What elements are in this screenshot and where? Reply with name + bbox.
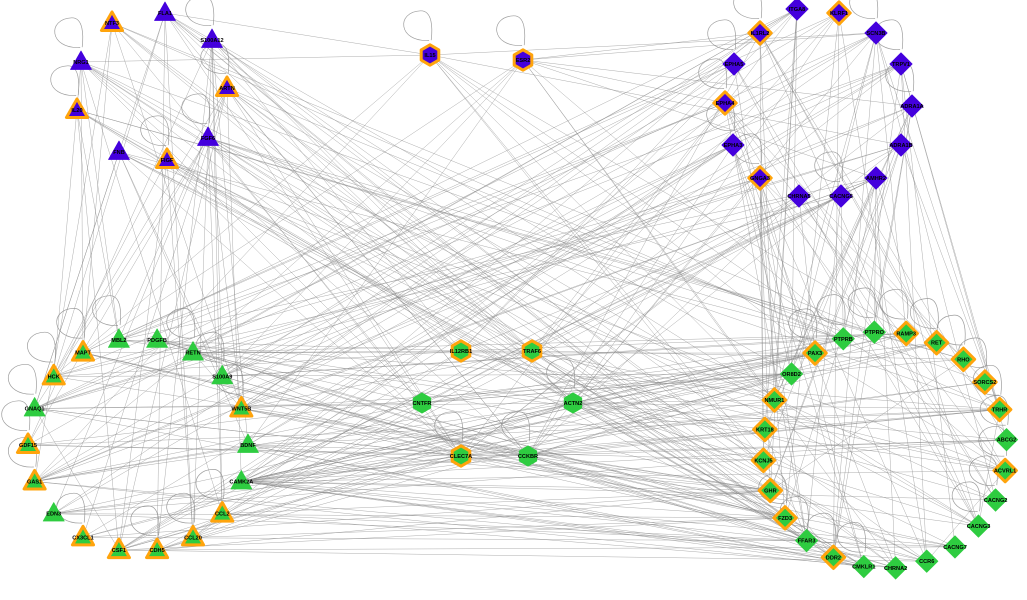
svg-text:KCNJ5: KCNJ5 [754,458,772,464]
svg-text:CLEC7A: CLEC7A [450,454,472,460]
svg-text:NRG1: NRG1 [73,60,89,66]
svg-text:EPHA3: EPHA3 [724,143,743,149]
svg-text:CACNG3: CACNG3 [967,524,991,530]
svg-text:CAMK2A: CAMK2A [229,480,253,486]
svg-text:RETN: RETN [185,351,200,357]
svg-text:ABCG2: ABCG2 [997,438,1017,444]
svg-text:IL15: IL15 [424,53,435,59]
svg-text:GNGA3: GNGA3 [750,176,770,182]
svg-text:CNTFR: CNTFR [413,401,432,407]
svg-text:NTF3: NTF3 [105,21,119,27]
svg-text:GDF15: GDF15 [19,443,37,449]
svg-text:CSF1: CSF1 [112,548,126,554]
svg-text:KLRF1: KLRF1 [830,11,848,17]
svg-text:SCN3B: SCN3B [867,31,886,37]
svg-text:EPHA4: EPHA4 [716,101,736,107]
svg-text:CACNG5: CACNG5 [829,194,853,200]
svg-text:ADRA1B: ADRA1B [889,143,912,149]
svg-text:IL20: IL20 [71,108,82,114]
svg-text:BDNF: BDNF [240,443,256,449]
svg-text:TRAF6: TRAF6 [523,349,541,355]
svg-text:MAPT: MAPT [75,351,91,357]
svg-text:EDN3: EDN3 [46,512,61,518]
svg-text:RHO: RHO [957,357,970,363]
svg-text:PTPRB: PTPRB [834,337,853,343]
svg-text:CCKBR: CCKBR [518,454,538,460]
svg-text:TRHR: TRHR [992,408,1008,414]
svg-text:PTPRO: PTPRO [865,330,885,336]
svg-text:ACVRL1: ACVRL1 [994,469,1016,475]
svg-text:ITGA8: ITGA8 [789,7,805,13]
svg-text:FNB: FNB [113,150,125,156]
svg-text:OR8D2: OR8D2 [782,372,801,378]
svg-text:IL12RB1: IL12RB1 [450,349,472,355]
svg-text:FIGF: FIGF [161,158,174,164]
svg-text:PAX3: PAX3 [808,351,822,357]
svg-text:FGF6: FGF6 [201,136,215,142]
svg-text:TRPV1: TRPV1 [892,62,910,68]
svg-text:ADRA1A: ADRA1A [900,104,923,110]
svg-text:CACNG7: CACNG7 [943,545,967,551]
svg-text:RAMP3: RAMP3 [896,332,916,338]
svg-text:CDH5: CDH5 [149,548,164,554]
svg-text:DDR2: DDR2 [826,555,841,561]
svg-text:MBL2: MBL2 [111,338,126,344]
svg-text:AMHR2: AMHR2 [866,176,886,182]
svg-text:ARTN: ARTN [219,86,235,92]
svg-text:HCK: HCK [48,374,60,380]
svg-text:GAS1: GAS1 [27,480,42,486]
svg-text:CHRNA5: CHRNA5 [787,194,810,200]
svg-text:S100A12: S100A12 [200,38,223,44]
svg-text:EPHA5: EPHA5 [725,62,744,68]
svg-text:CCL2: CCL2 [215,512,230,518]
svg-text:RET: RET [931,341,943,347]
svg-text:CACNG2: CACNG2 [984,498,1008,504]
svg-text:NMUR1: NMUR1 [764,398,784,404]
svg-text:PDGFB: PDGFB [147,338,167,344]
svg-text:CCR6: CCR6 [919,559,934,565]
svg-text:KRT18: KRT18 [756,428,774,434]
svg-text:S100A9: S100A9 [212,374,232,380]
svg-text:IL1RL2: IL1RL2 [751,31,770,37]
svg-text:ESR2: ESR2 [516,58,531,64]
svg-text:GHR: GHR [764,489,776,495]
svg-text:FLA1: FLA1 [158,11,172,17]
svg-text:CX3CL1: CX3CL1 [72,535,93,541]
svg-text:CHRNA2: CHRNA2 [884,566,907,572]
svg-text:CCL20: CCL20 [184,535,202,541]
svg-text:CMKLR1: CMKLR1 [852,565,875,571]
svg-text:FZD3: FZD3 [778,516,792,522]
svg-text:ACTN2: ACTN2 [564,401,583,407]
svg-text:SORCS2: SORCS2 [973,380,996,386]
svg-text:FFAR3: FFAR3 [798,539,816,545]
svg-text:GNAQ1: GNAQ1 [25,407,45,413]
svg-text:WNT5B: WNT5B [231,407,251,413]
